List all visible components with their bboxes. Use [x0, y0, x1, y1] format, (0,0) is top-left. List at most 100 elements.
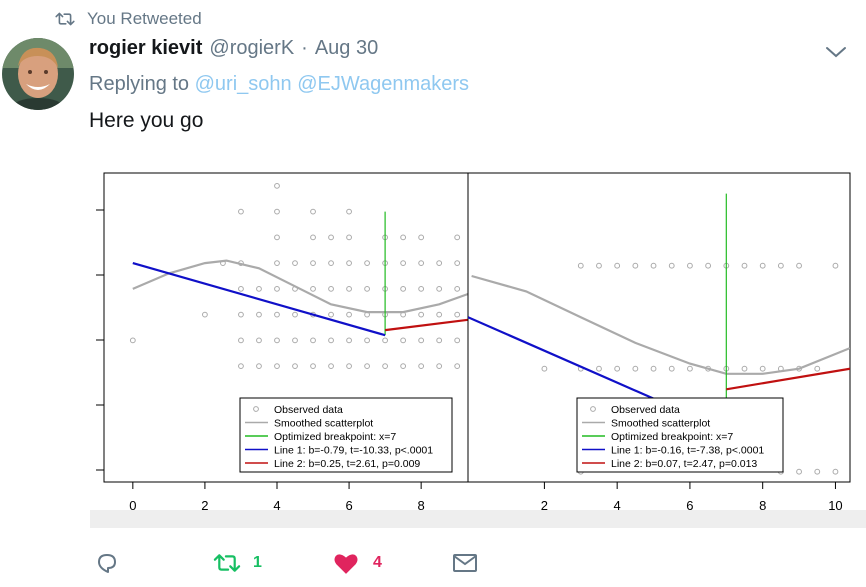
like-action[interactable]: 4 — [333, 548, 382, 578]
data-point — [705, 262, 712, 269]
series-line — [132, 262, 386, 337]
legend-label: Optimized breakpoint: x=7 — [611, 431, 733, 443]
data-point — [274, 337, 280, 344]
data-point — [418, 285, 425, 292]
legend-label: Line 1: b=-0.79, t=-10.33, p<.0001 — [274, 445, 433, 457]
data-point — [418, 260, 425, 267]
legend-label: Line 1: b=-0.16, t=-7.38, p<.0001 — [611, 445, 764, 457]
envelope-icon[interactable] — [453, 553, 477, 573]
data-point — [328, 311, 334, 318]
data-point — [292, 363, 298, 370]
chart-left: 0 2 4 6 8 Observed data Smoothed scatterplotOp… — [96, 172, 469, 513]
x-tick-label: 6 — [686, 498, 693, 513]
data-point — [346, 311, 352, 318]
data-point — [238, 208, 244, 215]
replying-to: Replying to @uri_sohn @EJWagenmakers — [89, 73, 469, 96]
data-point — [328, 234, 334, 241]
data-point — [274, 234, 280, 241]
tweet-date[interactable]: Aug 30 — [314, 37, 379, 59]
data-point — [346, 285, 352, 292]
legend-label: Line 2: b=0.07, t=2.47, p=0.013 — [611, 458, 757, 470]
data-point — [687, 365, 693, 372]
data-point — [382, 363, 389, 370]
data-point — [454, 234, 461, 241]
heart-filled-icon[interactable] — [333, 551, 359, 575]
retweet-icon — [55, 12, 75, 26]
data-point — [364, 285, 370, 292]
legend-label: Observed data — [274, 404, 343, 416]
data-point — [668, 365, 675, 372]
retweet-context: You Retweeted — [55, 8, 202, 30]
data-point — [328, 285, 334, 292]
data-point — [129, 337, 136, 344]
avatar[interactable] — [2, 38, 74, 110]
data-point — [436, 285, 443, 292]
data-point — [364, 337, 370, 344]
replying-prefix: Replying to — [89, 73, 190, 95]
legend-label: Optimized breakpoint: x=7 — [274, 431, 396, 443]
data-point — [687, 262, 693, 269]
tweet-text: Here you go — [89, 109, 204, 132]
data-point — [274, 285, 280, 292]
x-tick-label: 4 — [273, 498, 280, 513]
data-point — [346, 337, 352, 344]
reply-mention-2[interactable]: @EJWagenmakers — [297, 73, 470, 95]
data-point — [346, 363, 352, 370]
data-point — [292, 260, 298, 267]
data-point — [256, 337, 262, 344]
retweet-active-icon[interactable] — [213, 552, 241, 574]
data-point — [346, 260, 352, 267]
data-point — [310, 208, 316, 215]
legend-label: Line 2: b=0.25, t=2.61, p=0.009 — [274, 458, 420, 470]
reply-action[interactable] — [95, 548, 127, 578]
plot-frame — [467, 172, 851, 483]
data-point — [328, 260, 334, 267]
data-point — [400, 285, 407, 292]
data-point — [796, 468, 802, 475]
author-name[interactable]: rogier kievit — [89, 37, 203, 59]
data-point — [614, 262, 621, 269]
data-point — [814, 468, 821, 475]
reply-mention-1[interactable]: @uri_sohn — [194, 73, 292, 95]
data-point — [328, 363, 334, 370]
data-point — [436, 363, 443, 370]
data-point — [364, 363, 370, 370]
legend-label: Smoothed scatterplot — [611, 418, 710, 430]
data-point — [310, 337, 316, 344]
data-point — [741, 262, 748, 269]
data-point — [238, 311, 244, 318]
data-point — [796, 262, 802, 269]
data-point — [814, 365, 821, 372]
data-point — [202, 311, 208, 318]
data-point — [310, 285, 316, 292]
x-tick-label: 6 — [345, 498, 352, 513]
data-point — [759, 365, 766, 372]
data-point — [274, 208, 280, 215]
legend-box — [239, 397, 453, 473]
data-point — [310, 363, 316, 370]
data-point — [614, 365, 621, 372]
data-point — [328, 337, 334, 344]
tweet-header: rogier kievit @rogierK · Aug 30 — [89, 37, 378, 60]
legend-label: Smoothed scatterplot — [274, 418, 373, 430]
data-point — [454, 260, 461, 267]
data-point — [577, 262, 584, 269]
retweet-count: 1 — [253, 554, 262, 571]
data-point — [274, 363, 280, 370]
data-point — [274, 182, 280, 189]
author-handle[interactable]: @rogierK — [209, 37, 295, 59]
chevron-down-icon[interactable] — [824, 40, 848, 64]
data-point — [596, 262, 602, 269]
retweet-action[interactable]: 1 — [213, 548, 262, 578]
reply-icon[interactable] — [95, 551, 119, 575]
data-point — [418, 337, 425, 344]
data-point — [436, 311, 443, 318]
header-separator: · — [301, 37, 308, 59]
retweet-context-label: You Retweeted — [87, 9, 202, 28]
data-point — [400, 260, 407, 267]
data-point — [310, 234, 316, 241]
data-point — [454, 311, 461, 318]
plot-area — [129, 182, 468, 370]
direct-message-action[interactable] — [453, 548, 477, 578]
